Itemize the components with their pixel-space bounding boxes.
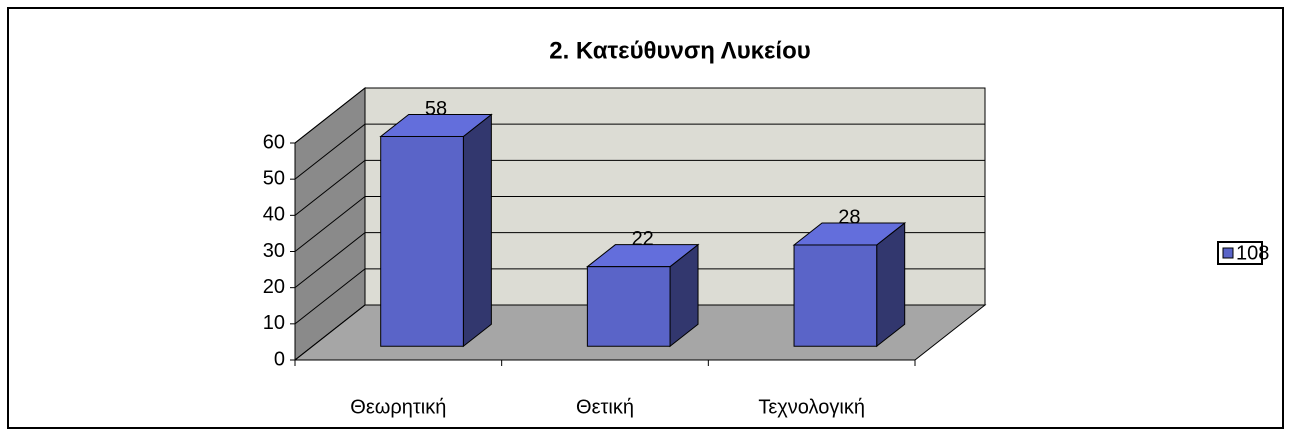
x-tick-label: Τεχνολογική: [758, 396, 865, 418]
y-tick-label: 40: [263, 204, 285, 226]
grid-line: [294, 268, 366, 325]
grid-line: [294, 196, 366, 252]
data-label: 28: [838, 206, 860, 228]
grid-line: [294, 304, 366, 361]
bar: [586, 266, 671, 347]
grid-line: [294, 232, 366, 289]
grid-line: [294, 123, 366, 180]
x-tick-label: Θετική: [576, 396, 634, 418]
data-label: 58: [425, 98, 447, 120]
legend-swatch: [1222, 247, 1234, 259]
y-tick-label: 60: [263, 131, 285, 153]
bar: [380, 135, 464, 347]
y-tick-label: 20: [263, 276, 285, 298]
y-tick-label: 50: [263, 167, 285, 189]
x-tick-label: Θεωρητική: [350, 396, 446, 418]
grid-line: [294, 87, 366, 144]
data-label: 22: [632, 228, 654, 250]
legend-label: 108: [1236, 242, 1269, 264]
bar-side: [462, 113, 492, 348]
y-tick-label: 0: [274, 348, 285, 370]
y-tick-label: 30: [263, 240, 285, 262]
chart-title: 2. Κατεύθυνση Λυκείου: [549, 37, 810, 64]
grid-line: [294, 159, 366, 216]
bar: [793, 244, 878, 347]
y-tick-label: 10: [263, 312, 285, 334]
